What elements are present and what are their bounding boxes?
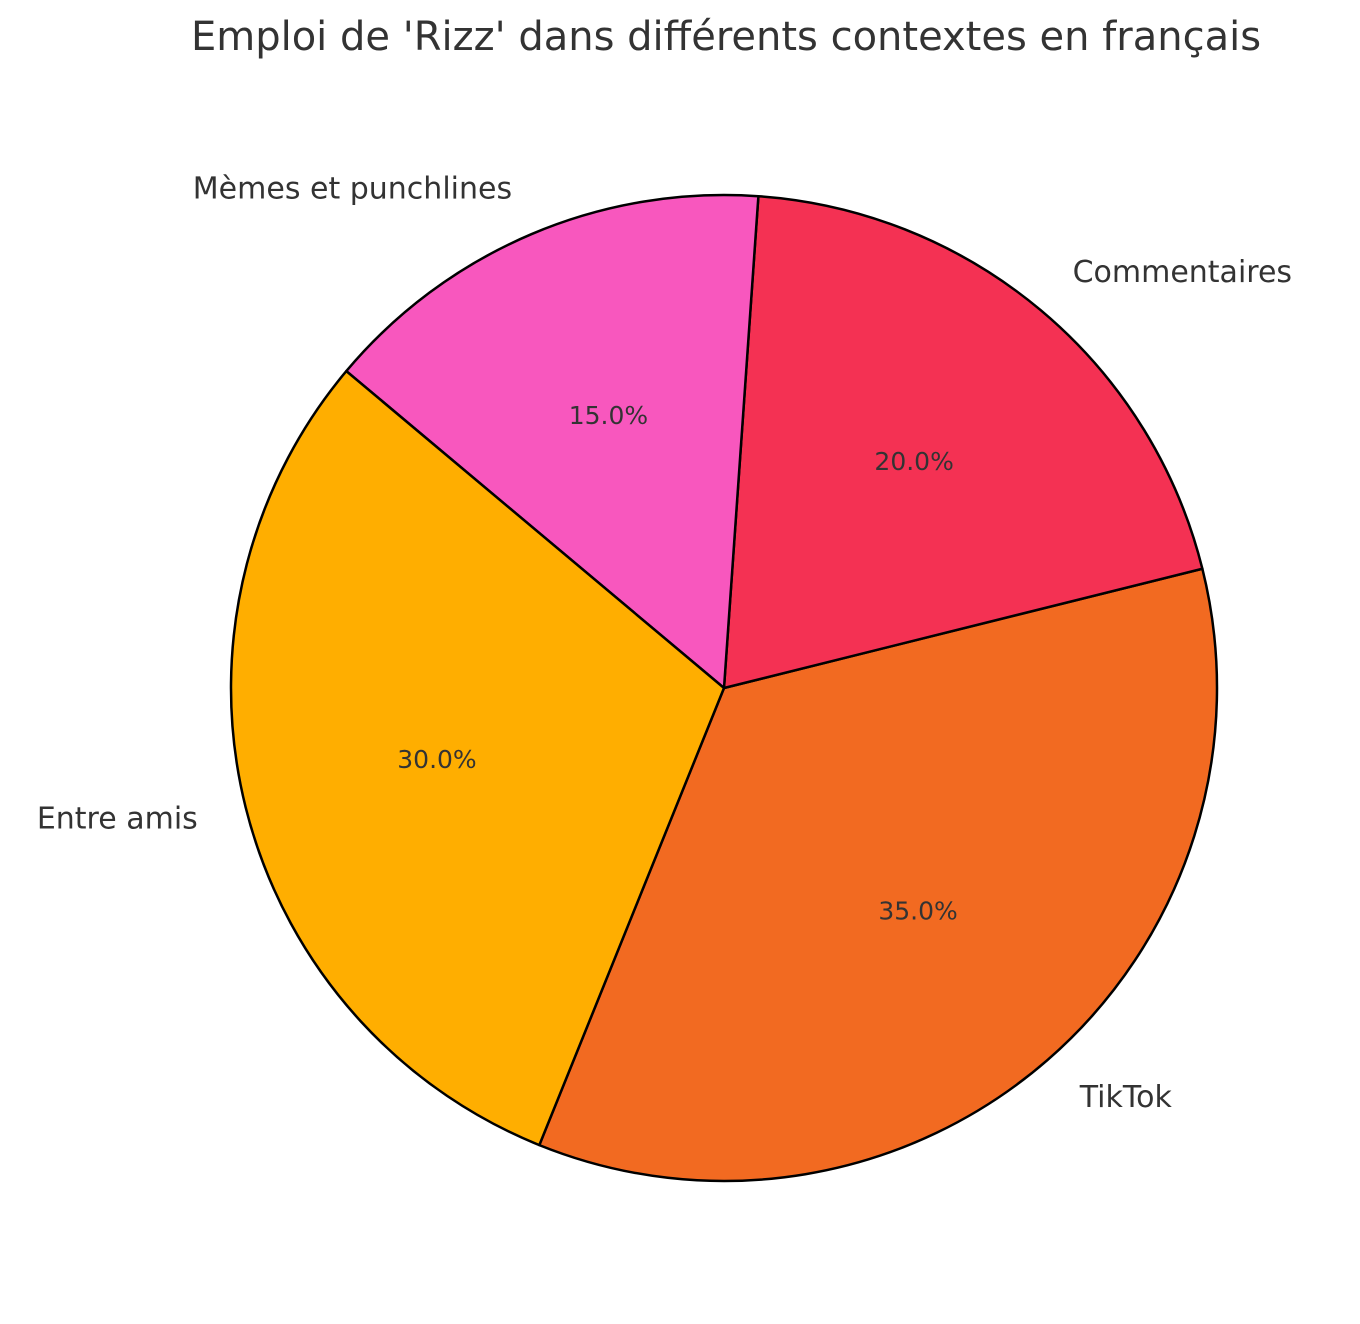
pie-slice-tiktok [538,567,1219,1183]
percent-label: 30.0% [397,745,476,774]
category-label: Entre amis [37,802,198,837]
category-label: Mèmes et punchlines [193,171,512,206]
percent-label: 35.0% [878,897,957,926]
pie-slice-commentaires [722,194,1204,690]
pie-slice-entre-amis [229,369,726,1147]
category-label: Commentaires [1073,255,1292,290]
pie-slice-m-mes-et-punchlines [345,193,760,690]
percent-label: 15.0% [569,401,648,430]
chart-title: Emploi de 'Rizz' dans différents context… [190,14,1262,60]
category-label: TikTok [1079,1080,1173,1115]
percent-label: 20.0% [874,447,953,476]
